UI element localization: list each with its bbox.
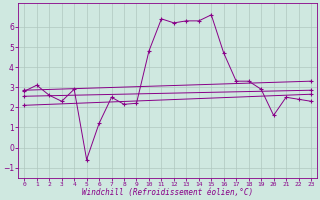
X-axis label: Windchill (Refroidissement éolien,°C): Windchill (Refroidissement éolien,°C) [82,188,253,197]
